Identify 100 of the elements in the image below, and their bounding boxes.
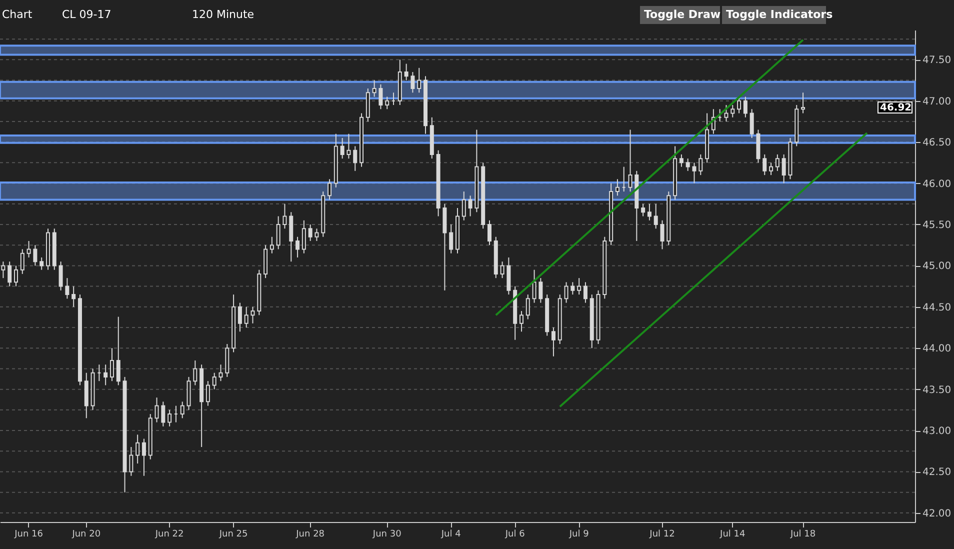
candlestick bbox=[551, 327, 556, 357]
annotation: 46.92 bbox=[880, 102, 912, 114]
candlestick bbox=[679, 154, 684, 168]
y-tick-label: 42.00 bbox=[922, 508, 952, 520]
candlestick bbox=[417, 67, 422, 94]
candlestick bbox=[487, 220, 492, 246]
candlestick bbox=[404, 63, 408, 81]
candlestick bbox=[238, 302, 242, 332]
candlestick bbox=[564, 282, 568, 304]
candlestick bbox=[218, 364, 223, 382]
candlestick bbox=[532, 269, 536, 304]
candlestick bbox=[615, 178, 620, 196]
candlestick bbox=[212, 372, 216, 390]
candlestick bbox=[628, 129, 632, 192]
candlestick bbox=[654, 203, 658, 230]
candlestick bbox=[468, 195, 472, 217]
x-tick-label: Jun 30 bbox=[372, 530, 402, 540]
candlestick bbox=[276, 216, 280, 250]
candlestick bbox=[660, 220, 664, 250]
candlestick bbox=[20, 248, 24, 274]
candlestick bbox=[750, 108, 754, 138]
candlestick bbox=[577, 278, 582, 296]
candlestick bbox=[724, 104, 728, 122]
x-tick-label: Jul 4 bbox=[440, 530, 462, 540]
candlestick bbox=[58, 261, 63, 291]
x-tick-label: Jul 14 bbox=[719, 530, 746, 540]
text: Chart bbox=[2, 8, 33, 21]
candlestick bbox=[168, 409, 172, 427]
candlestick bbox=[698, 154, 703, 176]
candlestick bbox=[782, 154, 786, 184]
candlestick bbox=[583, 282, 588, 304]
candlestick bbox=[743, 96, 748, 118]
candlestick bbox=[570, 282, 575, 296]
candlestick bbox=[154, 397, 159, 423]
candlestick bbox=[244, 306, 248, 328]
candlestick bbox=[346, 133, 351, 160]
candlestick bbox=[762, 154, 767, 176]
candlestick bbox=[641, 203, 646, 217]
candlestick bbox=[769, 162, 774, 176]
y-tick-label: 44.00 bbox=[922, 344, 952, 355]
x-tick-label: Jun 22 bbox=[154, 530, 184, 540]
candlestick bbox=[500, 261, 504, 279]
candlestick bbox=[161, 401, 166, 427]
y-tick-label: 45.50 bbox=[922, 220, 952, 231]
candlestick bbox=[40, 256, 44, 270]
candlestick bbox=[110, 348, 114, 382]
candlestick bbox=[647, 203, 652, 221]
y-tick-label: 44.50 bbox=[922, 302, 952, 314]
candlestick bbox=[449, 224, 454, 254]
y-tick-label: 46.50 bbox=[922, 138, 952, 149]
candlestick bbox=[692, 162, 696, 184]
x-tick-label: Jun 16 bbox=[14, 530, 44, 540]
candlestick bbox=[136, 434, 140, 464]
y-tick-label: 47.00 bbox=[922, 96, 952, 108]
x-tick-label: Jul 6 bbox=[504, 530, 526, 540]
candlestick bbox=[410, 72, 415, 94]
y-tick-label: 43.50 bbox=[922, 384, 952, 396]
y-tick-label: 45.00 bbox=[922, 261, 952, 272]
candlestick bbox=[378, 84, 383, 110]
candlestick bbox=[730, 104, 735, 118]
candlestick bbox=[72, 286, 76, 308]
candlestick bbox=[116, 316, 120, 386]
candlestick bbox=[340, 137, 344, 160]
candlestick bbox=[296, 236, 300, 258]
candlestick bbox=[282, 203, 287, 230]
x-tick-label: Jul 9 bbox=[568, 530, 590, 540]
candlestick bbox=[129, 446, 134, 476]
candlestick bbox=[519, 310, 524, 332]
candlestick bbox=[8, 261, 12, 287]
candlestick bbox=[33, 244, 38, 266]
y-tick-label: 42.50 bbox=[922, 467, 952, 478]
x-tick-label: Jul 12 bbox=[648, 530, 675, 540]
candlestick bbox=[462, 191, 466, 221]
candlestick bbox=[801, 92, 806, 114]
candlestick bbox=[193, 360, 198, 386]
candlestick bbox=[538, 278, 543, 304]
candlestick bbox=[250, 306, 255, 324]
candlestick bbox=[372, 80, 376, 98]
candlestick bbox=[180, 401, 184, 419]
chart-title: CL 09-17 bbox=[62, 8, 112, 21]
candlestick bbox=[737, 96, 742, 114]
candlestick bbox=[104, 364, 108, 386]
candlestick bbox=[302, 220, 306, 254]
candlestick bbox=[314, 228, 319, 242]
y-tick-label: 46.00 bbox=[922, 178, 952, 190]
text: Toggle Draw bbox=[644, 8, 721, 21]
candlestick bbox=[65, 278, 70, 300]
x-tick-label: Jul 18 bbox=[789, 530, 816, 540]
text: Toggle Indicators bbox=[726, 8, 834, 21]
candlestick bbox=[526, 294, 530, 320]
candlestick bbox=[775, 154, 780, 172]
x-tick-label: Jun 25 bbox=[218, 530, 248, 540]
candlestick bbox=[26, 240, 31, 258]
y-tick-label: 47.50 bbox=[922, 55, 952, 66]
candlestick bbox=[686, 158, 690, 172]
candlestick bbox=[353, 146, 358, 172]
y-tick-label: 43.00 bbox=[922, 426, 952, 438]
x-tick-label: Jun 28 bbox=[295, 530, 325, 540]
candlestick bbox=[328, 178, 332, 200]
candlestick bbox=[142, 438, 146, 476]
